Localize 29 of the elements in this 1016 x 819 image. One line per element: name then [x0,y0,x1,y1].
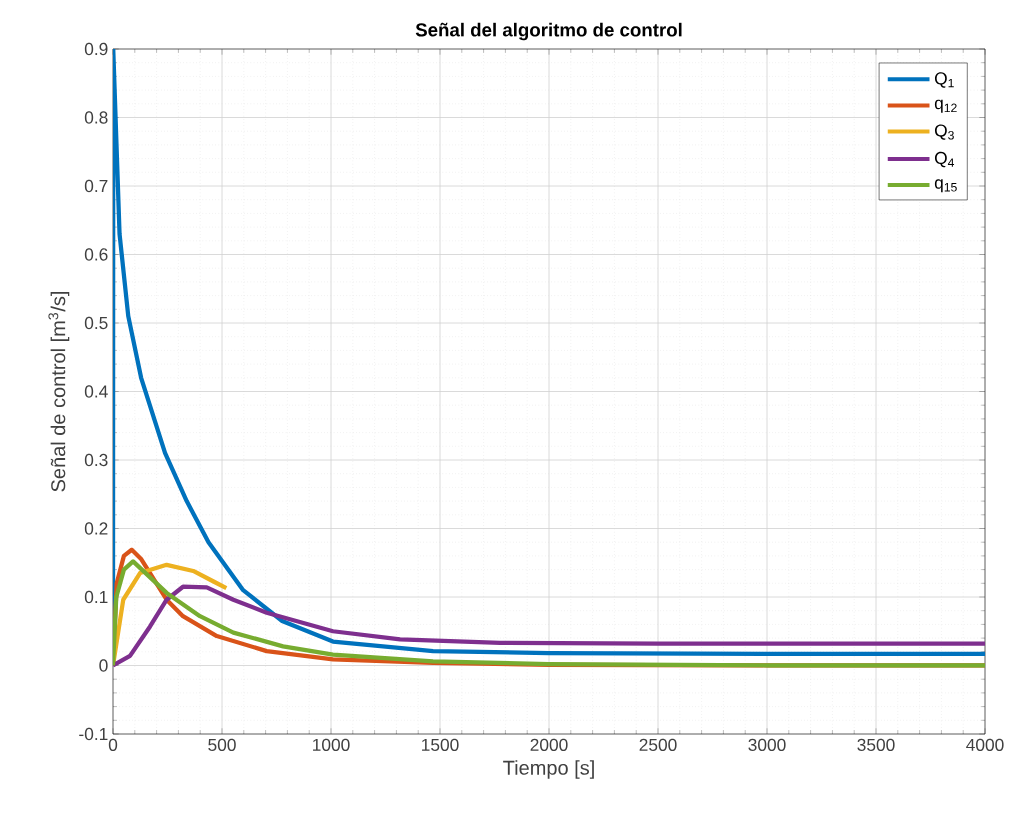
x-tick-label: 2000 [530,738,568,751]
legend-label: Q$_{4}$ [934,151,955,168]
legend-label: q$_{15}$ [934,179,957,193]
y-tick-label: 0 [99,659,108,672]
y-tick-label: 0.7 [84,179,108,193]
y-tick-label: 0.4 [84,385,108,398]
x-tick-label: 3500 [857,738,895,751]
legend-label: Q$_{1}$ [934,72,954,88]
x-tick-label: 500 [208,738,236,751]
x-tick-label: 2500 [639,738,677,751]
x-tick-label: 1500 [422,738,459,751]
legend-label: q$_{12}$ [934,99,957,113]
y-tick-label: 0.6 [84,248,108,261]
x-axis-title: Tiempo [s] [503,760,594,779]
x-tick-label: 3000 [748,738,786,751]
chart-title: Señal del algoritmo de control [415,22,682,41]
y-tick-label: 0.1 [84,590,108,604]
y-tick-label: 0.8 [84,111,108,124]
x-tick-label: 0 [108,738,118,751]
line-series [113,584,986,668]
legend-label: Q$_{3}$ [934,124,954,140]
y-tick-label: 0.9 [84,42,108,56]
x-tick-label: 4000 [966,738,1004,751]
y-tick-label: 0.5 [84,316,108,330]
y-tick-label: 0.3 [84,453,108,467]
y-tick-label: -0.1 [79,727,108,741]
y-axis-title: Señal de control [m$^{3}$/s] [48,292,70,492]
y-tick-label: 0.2 [84,522,108,535]
x-tick-label: 1000 [313,738,350,751]
